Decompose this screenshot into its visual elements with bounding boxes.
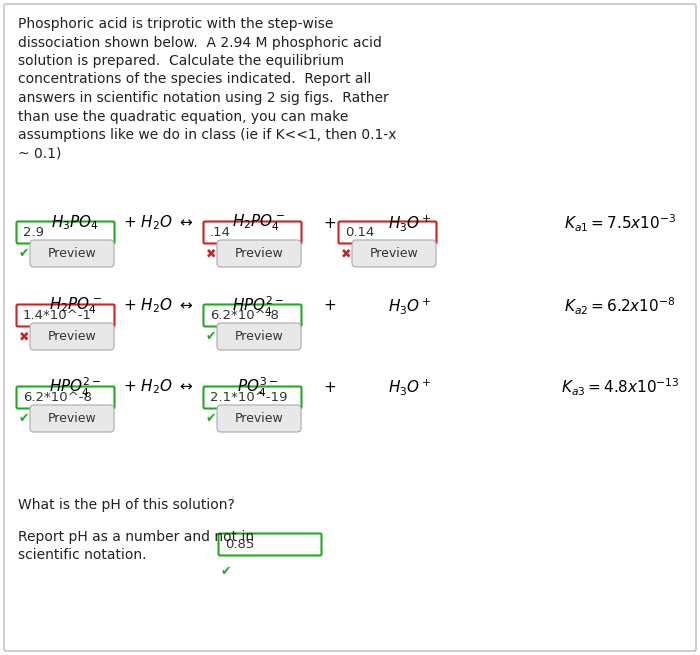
Text: Report pH as a number and not in: Report pH as a number and not in [18,530,254,544]
Text: assumptions like we do in class (ie if K<<1, then 0.1-x: assumptions like we do in class (ie if K… [18,128,396,142]
Text: concentrations of the species indicated.  Report all: concentrations of the species indicated.… [18,73,371,86]
FancyBboxPatch shape [204,305,302,326]
Text: Preview: Preview [234,412,284,425]
Text: scientific notation.: scientific notation. [18,548,146,562]
Text: $H_3O^+$: $H_3O^+$ [388,377,432,397]
FancyBboxPatch shape [4,4,696,651]
Text: 2.1*10^-19: 2.1*10^-19 [210,391,288,404]
Text: 6.2*10^-8: 6.2*10^-8 [23,391,92,404]
Text: Preview: Preview [234,247,284,260]
Text: 2.9: 2.9 [23,226,44,239]
Text: ✔: ✔ [206,330,216,343]
Text: $+$: $+$ [323,215,337,231]
Text: 1.4*10^-1: 1.4*10^-1 [23,309,92,322]
Text: Preview: Preview [48,330,97,343]
Text: ✖: ✖ [19,330,29,343]
Text: $H_3O^+$: $H_3O^+$ [388,296,432,316]
Text: .14: .14 [210,226,231,239]
Text: $+\ H_2O\ \leftrightarrow$: $+\ H_2O\ \leftrightarrow$ [122,297,193,315]
Text: $+\ H_2O\ \leftrightarrow$: $+\ H_2O\ \leftrightarrow$ [122,214,193,233]
Text: $H_2PO_4^-$: $H_2PO_4^-$ [232,213,284,233]
Text: $HPO_4^{2-}$: $HPO_4^{2-}$ [232,294,284,318]
Text: $H_3PO_4$: $H_3PO_4$ [51,214,99,233]
FancyBboxPatch shape [217,240,301,267]
Text: Preview: Preview [370,247,419,260]
Text: ✔: ✔ [206,412,216,425]
Text: ~ 0.1): ~ 0.1) [18,147,62,160]
Text: ✔: ✔ [220,565,231,578]
Text: $K_{a3} = 4.8x10^{-13}$: $K_{a3} = 4.8x10^{-13}$ [561,377,679,398]
FancyBboxPatch shape [17,221,115,244]
FancyBboxPatch shape [17,305,115,326]
Text: Phosphoric acid is triprotic with the step-wise: Phosphoric acid is triprotic with the st… [18,17,333,31]
FancyBboxPatch shape [204,386,302,409]
Text: dissociation shown below.  A 2.94 M phosphoric acid: dissociation shown below. A 2.94 M phosp… [18,35,382,50]
Text: ✖: ✖ [341,247,351,260]
Text: answers in scientific notation using 2 sig figs.  Rather: answers in scientific notation using 2 s… [18,91,388,105]
Text: ✖: ✖ [206,247,216,260]
Text: 0.14: 0.14 [345,226,375,239]
Text: $H_3O^+$: $H_3O^+$ [388,213,432,233]
Text: solution is prepared.  Calculate the equilibrium: solution is prepared. Calculate the equi… [18,54,344,68]
Text: ✔: ✔ [19,247,29,260]
FancyBboxPatch shape [352,240,436,267]
Text: $PO_4^{3-}$: $PO_4^{3-}$ [237,375,279,399]
FancyBboxPatch shape [217,405,301,432]
Text: ✔: ✔ [19,412,29,425]
FancyBboxPatch shape [339,221,437,244]
Text: $+$: $+$ [323,299,337,314]
Text: $K_{a2} = 6.2x10^{-8}$: $K_{a2} = 6.2x10^{-8}$ [564,295,676,317]
Text: What is the pH of this solution?: What is the pH of this solution? [18,498,234,512]
FancyBboxPatch shape [17,386,115,409]
Text: than use the quadratic equation, you can make: than use the quadratic equation, you can… [18,109,349,124]
Text: 0.85: 0.85 [225,538,254,551]
FancyBboxPatch shape [218,534,321,555]
FancyBboxPatch shape [204,221,302,244]
Text: $H_2PO_4^-$: $H_2PO_4^-$ [48,296,102,316]
Text: Preview: Preview [234,330,284,343]
Text: $K_{a1} = 7.5x10^{-3}$: $K_{a1} = 7.5x10^{-3}$ [564,212,676,234]
Text: 6.2*10^-8: 6.2*10^-8 [210,309,279,322]
Text: Preview: Preview [48,247,97,260]
Text: $+$: $+$ [323,379,337,394]
Text: $HPO_4^{2-}$: $HPO_4^{2-}$ [49,375,102,399]
FancyBboxPatch shape [30,323,114,350]
FancyBboxPatch shape [30,240,114,267]
Text: $+\ H_2O\ \leftrightarrow$: $+\ H_2O\ \leftrightarrow$ [122,378,193,396]
Text: Preview: Preview [48,412,97,425]
FancyBboxPatch shape [30,405,114,432]
FancyBboxPatch shape [217,323,301,350]
